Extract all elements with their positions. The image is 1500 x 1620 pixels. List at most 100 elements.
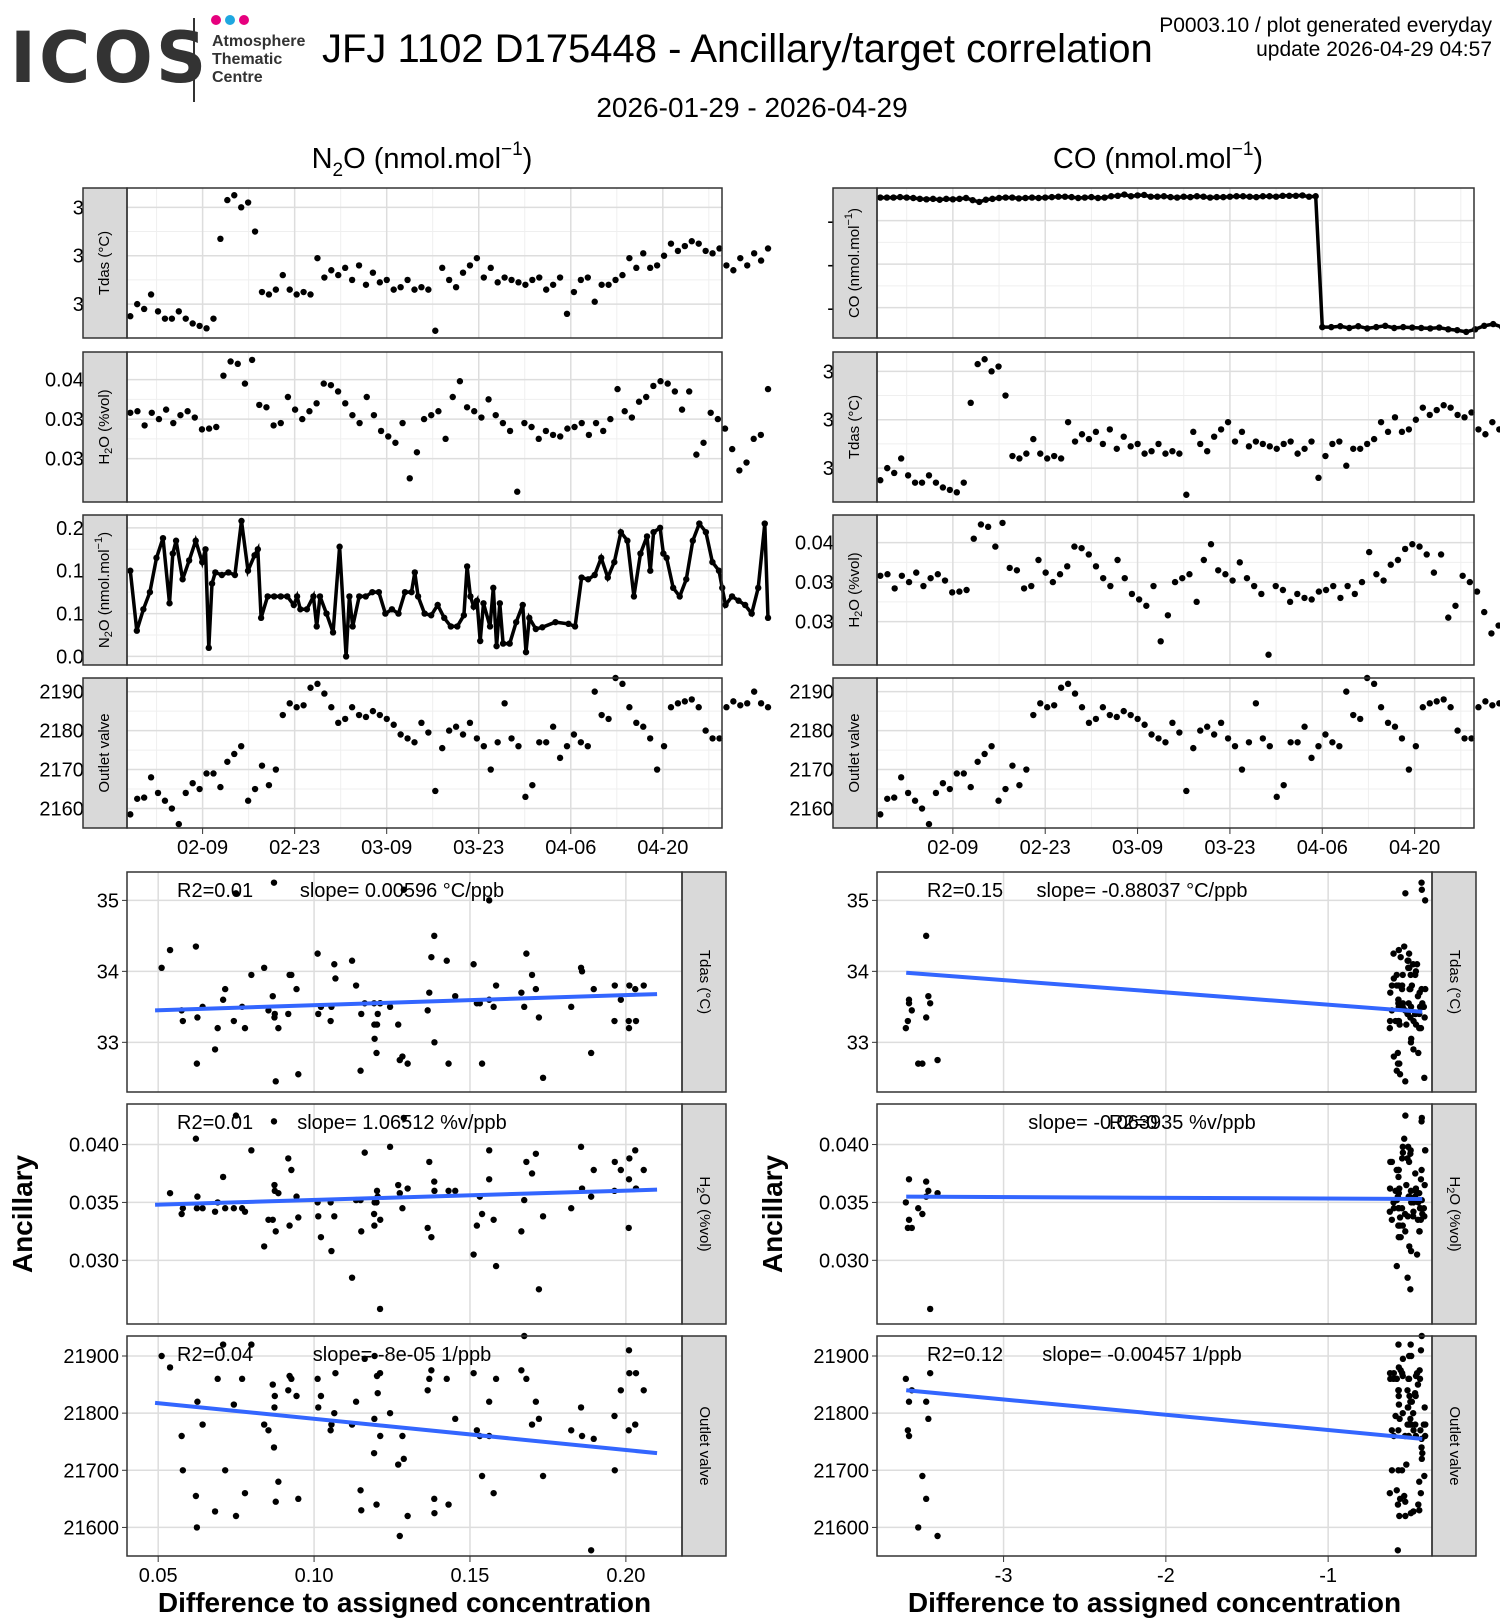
data-point bbox=[1395, 996, 1402, 1003]
data-point bbox=[358, 1228, 365, 1235]
data-point bbox=[1258, 590, 1265, 598]
data-point bbox=[564, 425, 571, 432]
data-point bbox=[919, 1060, 926, 1067]
data-point bbox=[1398, 982, 1406, 989]
data-point bbox=[445, 276, 453, 284]
data-point bbox=[913, 569, 920, 576]
y-tick-label: 0.035 bbox=[819, 1192, 869, 1214]
data-point bbox=[1061, 193, 1069, 200]
data-point bbox=[1409, 541, 1416, 548]
data-point bbox=[373, 1049, 380, 1057]
data-point bbox=[271, 1010, 278, 1018]
x-tick-label: 04-06 bbox=[1297, 837, 1348, 859]
data-point bbox=[1200, 193, 1207, 200]
data-point bbox=[1407, 1286, 1414, 1293]
data-point bbox=[643, 393, 650, 401]
data-point bbox=[702, 247, 709, 255]
panel-border bbox=[126, 1335, 683, 1557]
data-point bbox=[716, 245, 723, 252]
data-point bbox=[470, 1369, 477, 1377]
data-point bbox=[272, 1078, 279, 1085]
meta-line-2: update 2026-04-29 04:57 bbox=[1256, 38, 1492, 61]
panel-border bbox=[126, 351, 723, 503]
data-point bbox=[757, 257, 765, 264]
data-point bbox=[426, 1158, 433, 1166]
data-point bbox=[1407, 1398, 1414, 1405]
data-point bbox=[1190, 744, 1197, 752]
data-point bbox=[459, 731, 467, 738]
data-point bbox=[477, 637, 484, 645]
data-point bbox=[523, 1158, 530, 1166]
data-point bbox=[1407, 1341, 1414, 1348]
data-point bbox=[1405, 426, 1413, 433]
data-point bbox=[258, 762, 266, 769]
data-point bbox=[251, 552, 258, 559]
data-point bbox=[1405, 1375, 1412, 1383]
data-point bbox=[1393, 1166, 1400, 1174]
data-point bbox=[1030, 435, 1037, 443]
data-point bbox=[1418, 324, 1425, 332]
data-point bbox=[640, 250, 647, 257]
data-point bbox=[199, 558, 206, 566]
data-point bbox=[270, 879, 278, 886]
data-point bbox=[328, 267, 335, 274]
data-point bbox=[750, 435, 757, 443]
data-point bbox=[331, 1409, 338, 1417]
data-point bbox=[1481, 608, 1488, 616]
data-point bbox=[1380, 577, 1387, 584]
data-point bbox=[1259, 440, 1267, 448]
data-point bbox=[1140, 191, 1148, 199]
data-point bbox=[1064, 563, 1071, 570]
header: ICOS Atmosphere Thematic Centre JFJ 1102… bbox=[10, 14, 1492, 123]
data-point bbox=[728, 593, 736, 600]
data-point bbox=[413, 449, 421, 456]
data-point bbox=[1404, 1387, 1411, 1394]
data-point bbox=[577, 276, 585, 284]
data-point bbox=[254, 546, 262, 553]
data-point bbox=[285, 1387, 292, 1394]
data-point bbox=[1468, 409, 1475, 416]
data-point bbox=[127, 313, 134, 320]
data-point bbox=[1386, 1017, 1394, 1025]
data-point bbox=[625, 1427, 632, 1434]
ts-panel-1-0: -3-2-1CO (nmol.mol−1) bbox=[827, 187, 1500, 339]
data-point bbox=[323, 610, 330, 617]
data-point bbox=[1419, 404, 1427, 411]
data-point bbox=[1009, 194, 1016, 201]
panel-bg bbox=[877, 872, 1432, 1092]
data-point bbox=[1143, 602, 1150, 609]
data-point bbox=[400, 886, 407, 893]
data-point bbox=[376, 711, 384, 719]
data-point bbox=[926, 1000, 934, 1007]
data-point bbox=[999, 519, 1006, 527]
data-point bbox=[421, 610, 428, 617]
data-point bbox=[211, 1046, 219, 1053]
data-point bbox=[1226, 193, 1234, 200]
data-point bbox=[146, 588, 154, 596]
data-point bbox=[1056, 571, 1064, 578]
data-point bbox=[1113, 445, 1120, 452]
data-point bbox=[1207, 541, 1215, 548]
data-point bbox=[512, 618, 520, 626]
data-point bbox=[584, 274, 591, 281]
data-point bbox=[158, 964, 165, 972]
data-point bbox=[331, 961, 338, 968]
data-point bbox=[549, 723, 557, 730]
data-point bbox=[927, 574, 934, 582]
data-point bbox=[492, 982, 500, 989]
data-point bbox=[1078, 431, 1086, 438]
data-point bbox=[535, 1415, 543, 1423]
data-point bbox=[291, 406, 299, 413]
data-point bbox=[382, 610, 389, 617]
data-point bbox=[1387, 561, 1394, 568]
data-point bbox=[342, 400, 349, 407]
data-point bbox=[532, 1398, 540, 1405]
data-point bbox=[1388, 1216, 1396, 1223]
data-point bbox=[1433, 406, 1440, 414]
data-point bbox=[925, 472, 933, 479]
data-point bbox=[191, 414, 198, 421]
data-point bbox=[1398, 1467, 1406, 1474]
data-point bbox=[1423, 551, 1430, 558]
data-point bbox=[757, 700, 765, 707]
data-point bbox=[995, 797, 1002, 804]
